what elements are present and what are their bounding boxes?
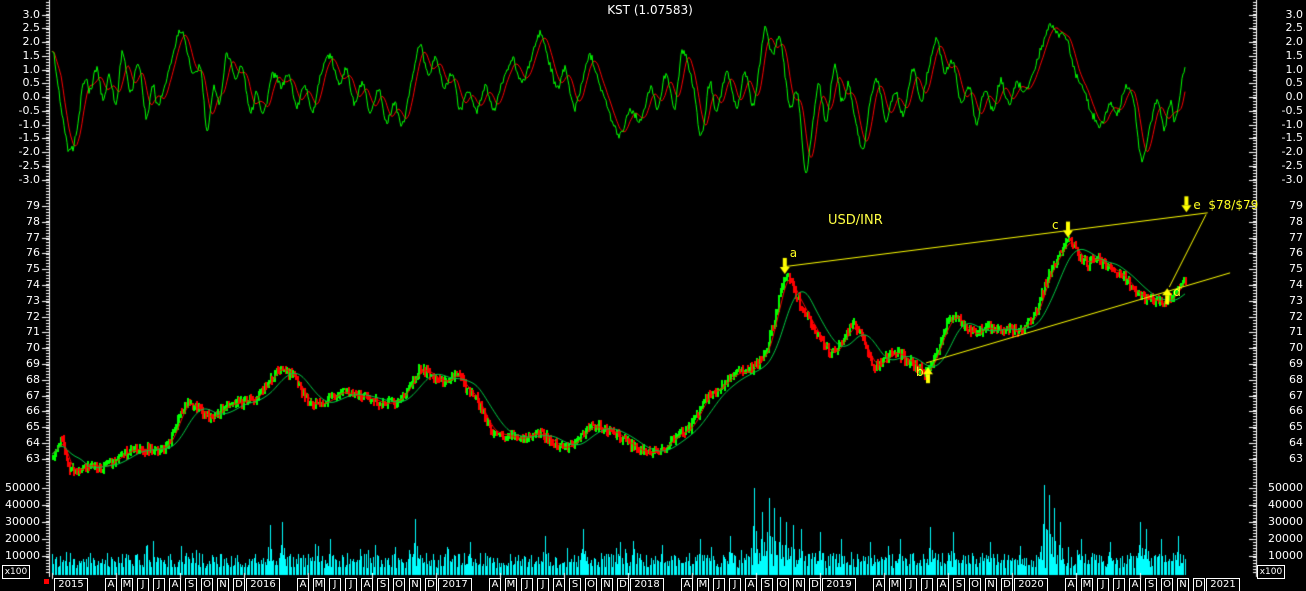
x-axis-month-box: A bbox=[681, 578, 693, 591]
x-axis-month-box: J bbox=[1097, 578, 1109, 591]
x-axis-month-box: S bbox=[569, 578, 581, 591]
x-axis-month-box: N bbox=[217, 578, 229, 591]
x-axis-month-box: A bbox=[553, 578, 565, 591]
volume-unit-box-right: x100 bbox=[1257, 565, 1285, 579]
x-axis-month-box: O bbox=[969, 578, 981, 591]
x-axis-month-box: A bbox=[937, 578, 949, 591]
x-axis-month-box: M bbox=[697, 578, 709, 591]
x-axis-year-box: 2018 bbox=[630, 578, 664, 591]
x-axis-year-box: 2017 bbox=[438, 578, 472, 591]
x-axis-month-box: N bbox=[409, 578, 421, 591]
x-axis-month-box: O bbox=[1161, 578, 1173, 591]
x-axis-month-box: S bbox=[761, 578, 773, 591]
x-axis-month-box: M bbox=[889, 578, 901, 591]
x-axis-month-box: O bbox=[585, 578, 597, 591]
x-axis-month-box: M bbox=[121, 578, 133, 591]
x-axis-month-box: D bbox=[233, 578, 245, 591]
x-axis-month-box: J bbox=[1113, 578, 1125, 591]
x-axis-month-box: N bbox=[601, 578, 613, 591]
x-axis-month-box: A bbox=[1129, 578, 1141, 591]
x-axis-month-box: J bbox=[345, 578, 357, 591]
x-axis-month-box: A bbox=[745, 578, 757, 591]
x-axis-year-box: 2019 bbox=[822, 578, 856, 591]
x-axis-month-box: J bbox=[153, 578, 165, 591]
x-axis-month-box: J bbox=[329, 578, 341, 591]
x-axis-month-box: A bbox=[873, 578, 885, 591]
x-axis-month-box: D bbox=[1001, 578, 1013, 591]
x-axis-month-box: A bbox=[169, 578, 181, 591]
x-axis-month-box: A bbox=[361, 578, 373, 591]
x-axis-year-box: 2021 bbox=[1206, 578, 1240, 591]
x-axis-month-box: S bbox=[185, 578, 197, 591]
x-axis-month-box: S bbox=[1145, 578, 1157, 591]
x-axis-month-box: S bbox=[377, 578, 389, 591]
x-axis-month-box: N bbox=[985, 578, 997, 591]
x-axis-month-box: O bbox=[777, 578, 789, 591]
x-axis-year-box: 2015 bbox=[54, 578, 88, 591]
x-axis-month-box: A bbox=[297, 578, 309, 591]
x-axis-year-box: 2020 bbox=[1014, 578, 1048, 591]
x-axis-month-box: M bbox=[505, 578, 517, 591]
x-axis-month-box: N bbox=[793, 578, 805, 591]
x-axis-month-box: A bbox=[489, 578, 501, 591]
x-axis-month-box: D bbox=[425, 578, 437, 591]
x-axis-month-box: D bbox=[809, 578, 821, 591]
x-axis-month-box: D bbox=[617, 578, 629, 591]
x-axis-month-box: O bbox=[201, 578, 213, 591]
x-axis-month-box: A bbox=[1065, 578, 1077, 591]
x-axis-month-box: N bbox=[1177, 578, 1189, 591]
x-axis-month-box: O bbox=[393, 578, 405, 591]
x-axis-month-box: J bbox=[729, 578, 741, 591]
x-axis-month-box: M bbox=[1081, 578, 1093, 591]
volume-unit-box-left: x100 bbox=[2, 565, 30, 579]
x-axis-month-box: J bbox=[921, 578, 933, 591]
axis-scroll-marker[interactable] bbox=[44, 579, 49, 584]
x-axis-month-box: J bbox=[905, 578, 917, 591]
x-axis-month-box: S bbox=[953, 578, 965, 591]
x-axis-year-box: 2016 bbox=[246, 578, 280, 591]
x-axis-month-box: J bbox=[137, 578, 149, 591]
x-axis-month-box: J bbox=[537, 578, 549, 591]
x-axis-month-box: J bbox=[713, 578, 725, 591]
x-axis-month-box: A bbox=[105, 578, 117, 591]
x-axis-month-box: J bbox=[521, 578, 533, 591]
x-axis-month-box: M bbox=[313, 578, 325, 591]
x-axis-month-box: D bbox=[1193, 578, 1205, 591]
